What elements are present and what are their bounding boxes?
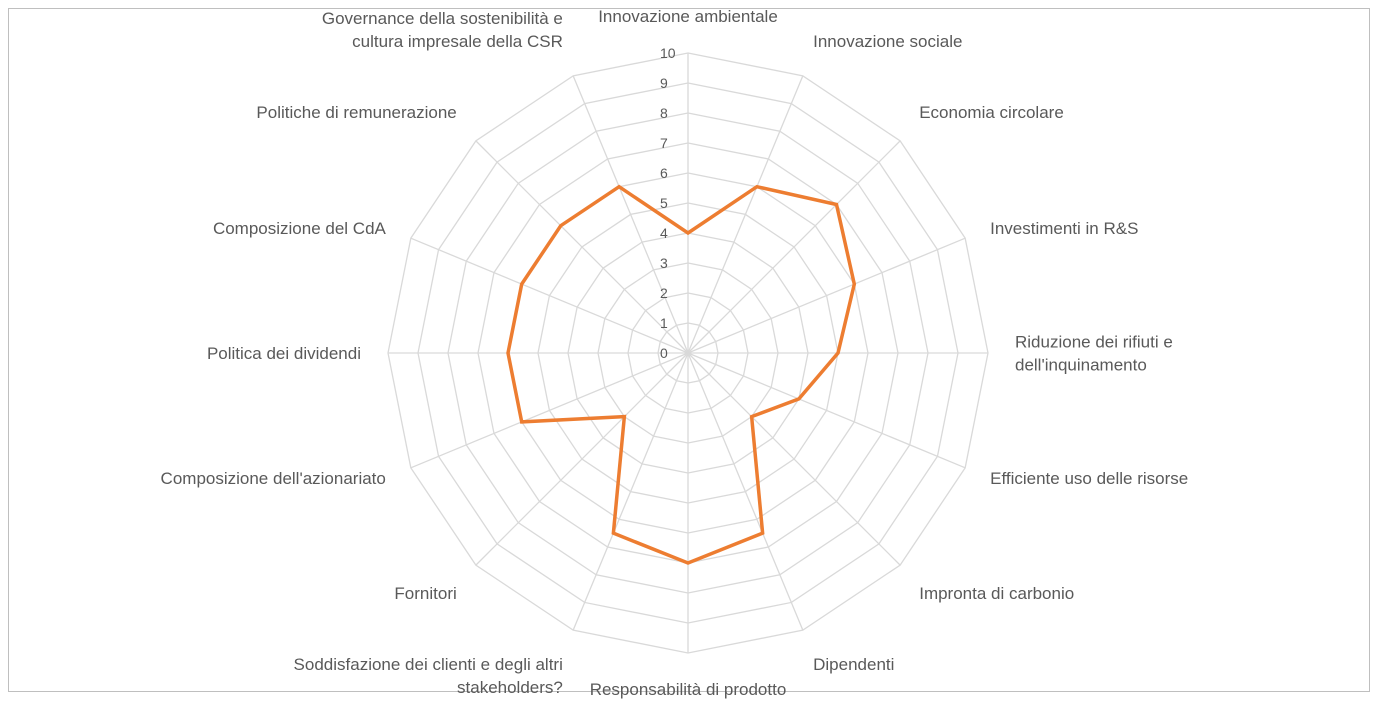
spoke-9 xyxy=(572,352,689,631)
spoke-14 xyxy=(475,140,689,354)
category-label-13: Composizione del CdA xyxy=(213,219,387,238)
spoke-1 xyxy=(687,75,804,354)
spoke-13 xyxy=(410,237,689,354)
spoke-10 xyxy=(475,352,689,566)
category-label-15: Governance della sostenibilità e cultura … xyxy=(322,9,563,51)
category-label-12: Politica dei dividendi xyxy=(207,344,361,363)
series-layer xyxy=(506,184,857,565)
spoke-6 xyxy=(687,352,901,566)
tick-label-2: 2 xyxy=(660,285,668,301)
tick-label-7: 7 xyxy=(660,135,668,151)
tick-label-8: 8 xyxy=(660,105,668,121)
series-line-0 xyxy=(506,184,857,565)
category-label-14: Politiche di remunerazione xyxy=(256,103,456,122)
category-label-9: Soddisfazione dei clienti e degli altri s… xyxy=(294,655,563,697)
category-label-7: Dipendenti xyxy=(813,655,894,674)
spoke-15 xyxy=(572,75,689,354)
category-label-8: Responsabilità di prodotto xyxy=(590,680,787,699)
category-label-1: Innovazione sociale xyxy=(813,32,962,51)
tick-label-4: 4 xyxy=(660,225,668,241)
tick-layer: 0 1 2 3 4 5 6 7 8 9 10 xyxy=(660,45,676,361)
tick-label-3: 3 xyxy=(660,255,668,271)
category-label-4: Riduzione dei rifiuti e dell'inquinamento xyxy=(1015,333,1173,375)
category-label-10: Fornitori xyxy=(394,584,456,603)
category-label-0: Innovazione ambientale xyxy=(598,7,778,26)
category-label-5: Efficiente uso delle risorse xyxy=(990,469,1188,488)
tick-label-5: 5 xyxy=(660,195,668,211)
category-label-3: Investimenti in R&S xyxy=(990,219,1138,238)
tick-label-10: 10 xyxy=(660,45,676,61)
tick-label-0: 0 xyxy=(660,345,668,361)
spoke-2 xyxy=(687,140,901,354)
spoke-7 xyxy=(687,352,804,631)
category-label-2: Economia circolare xyxy=(919,103,1064,122)
spoke-5 xyxy=(687,352,966,469)
spoke-11 xyxy=(410,352,689,469)
category-label-6: Impronta di carbonio xyxy=(919,584,1074,603)
spoke-3 xyxy=(687,237,966,354)
category-label-11: Composizione dell'azionariato xyxy=(161,469,386,488)
label-layer: Innovazione ambientale Innovazione social… xyxy=(161,7,1189,699)
tick-label-9: 9 xyxy=(660,75,668,91)
tick-label-1: 1 xyxy=(660,315,668,331)
tick-label-6: 6 xyxy=(660,165,668,181)
